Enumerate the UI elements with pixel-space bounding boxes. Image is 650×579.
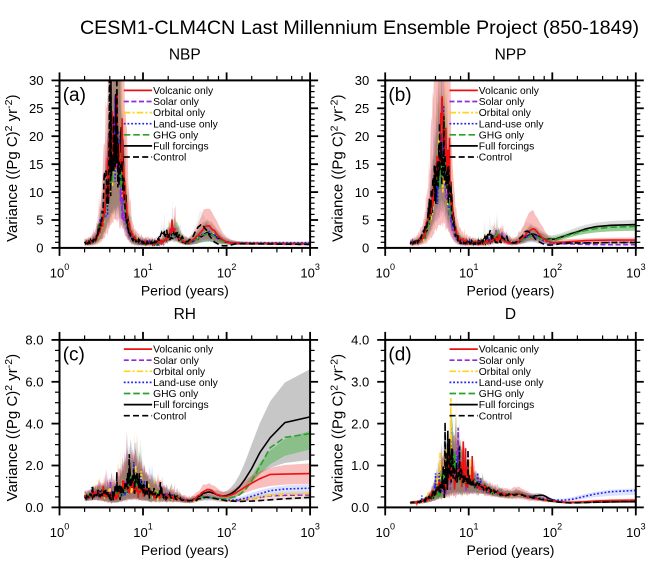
svg-text:Orbital only: Orbital only xyxy=(153,108,206,119)
svg-text:Volcanic only: Volcanic only xyxy=(479,86,540,97)
svg-text:Full forcings: Full forcings xyxy=(479,142,535,153)
svg-text:Volcanic only: Volcanic only xyxy=(479,345,540,356)
svg-text:GHG only: GHG only xyxy=(479,130,525,141)
svg-text:Full forcings: Full forcings xyxy=(153,142,209,153)
svg-text:30: 30 xyxy=(355,73,369,88)
svg-text:1.0: 1.0 xyxy=(351,458,369,473)
svg-text:(c): (c) xyxy=(63,345,85,366)
svg-text:0.0: 0.0 xyxy=(25,500,43,515)
svg-text:Volcanic only: Volcanic only xyxy=(153,345,214,356)
svg-text:Solar only: Solar only xyxy=(153,97,200,108)
svg-text:Control: Control xyxy=(153,411,186,422)
svg-text:5: 5 xyxy=(362,213,369,228)
svg-text:CESM1-CLM4CN Last Millennium E: CESM1-CLM4CN Last Millennium Ensemble Pr… xyxy=(80,17,639,39)
svg-text:Variance ((Pg C)2 yr-2): Variance ((Pg C)2 yr-2) xyxy=(329,354,347,501)
svg-text:5: 5 xyxy=(36,213,43,228)
svg-text:6.0: 6.0 xyxy=(25,375,43,390)
svg-text:Land-use only: Land-use only xyxy=(153,119,219,130)
svg-text:Period (years): Period (years) xyxy=(141,542,229,558)
svg-text:Period (years): Period (years) xyxy=(467,283,555,299)
svg-text:Control: Control xyxy=(479,411,512,422)
svg-text:GHG only: GHG only xyxy=(153,130,199,141)
svg-text:Variance ((Pg C)2 yr-2): Variance ((Pg C)2 yr-2) xyxy=(3,354,21,501)
svg-text:Land-use only: Land-use only xyxy=(479,119,545,130)
svg-text:D: D xyxy=(505,306,516,323)
svg-text:(b): (b) xyxy=(388,85,411,106)
svg-text:0.0: 0.0 xyxy=(351,500,369,515)
svg-text:Volcanic only: Volcanic only xyxy=(153,86,214,97)
svg-text:8.0: 8.0 xyxy=(25,333,43,348)
svg-text:25: 25 xyxy=(355,101,369,116)
svg-text:2.0: 2.0 xyxy=(351,416,369,431)
svg-text:RH: RH xyxy=(174,306,196,323)
svg-text:Orbital only: Orbital only xyxy=(153,367,206,378)
svg-text:Control: Control xyxy=(479,153,512,164)
svg-text:30: 30 xyxy=(29,73,43,88)
svg-text:NPP: NPP xyxy=(495,47,527,64)
svg-text:Full forcings: Full forcings xyxy=(153,400,209,411)
svg-text:10: 10 xyxy=(355,185,369,200)
svg-text:20: 20 xyxy=(29,129,43,144)
svg-text:Control: Control xyxy=(153,153,186,164)
svg-text:Full forcings: Full forcings xyxy=(479,400,535,411)
svg-text:(a): (a) xyxy=(63,85,86,106)
svg-text:0: 0 xyxy=(36,241,43,256)
svg-text:Solar only: Solar only xyxy=(479,356,526,367)
svg-text:0: 0 xyxy=(362,241,369,256)
svg-text:(d): (d) xyxy=(388,345,411,366)
svg-text:Solar only: Solar only xyxy=(153,356,200,367)
svg-text:15: 15 xyxy=(355,157,369,172)
svg-text:Land-use only: Land-use only xyxy=(153,378,219,389)
svg-text:25: 25 xyxy=(29,101,43,116)
svg-text:Land-use only: Land-use only xyxy=(479,378,545,389)
svg-text:Period (years): Period (years) xyxy=(467,542,555,558)
svg-text:GHG only: GHG only xyxy=(153,389,199,400)
svg-text:Variance ((Pg C)2 yr-2): Variance ((Pg C)2 yr-2) xyxy=(3,94,21,241)
svg-text:15: 15 xyxy=(29,157,43,172)
svg-text:2.0: 2.0 xyxy=(25,458,43,473)
svg-text:20: 20 xyxy=(355,129,369,144)
svg-text:10: 10 xyxy=(29,185,43,200)
svg-text:Period (years): Period (years) xyxy=(141,283,229,299)
svg-text:Variance ((Pg C)2 yr-2): Variance ((Pg C)2 yr-2) xyxy=(329,94,347,241)
svg-text:NBP: NBP xyxy=(169,47,201,64)
svg-text:4.0: 4.0 xyxy=(25,416,43,431)
svg-text:4.0: 4.0 xyxy=(351,333,369,348)
svg-text:Orbital only: Orbital only xyxy=(479,108,532,119)
svg-text:3.0: 3.0 xyxy=(351,375,369,390)
svg-text:Orbital only: Orbital only xyxy=(479,367,532,378)
svg-text:GHG only: GHG only xyxy=(479,389,525,400)
svg-text:Solar only: Solar only xyxy=(479,97,526,108)
